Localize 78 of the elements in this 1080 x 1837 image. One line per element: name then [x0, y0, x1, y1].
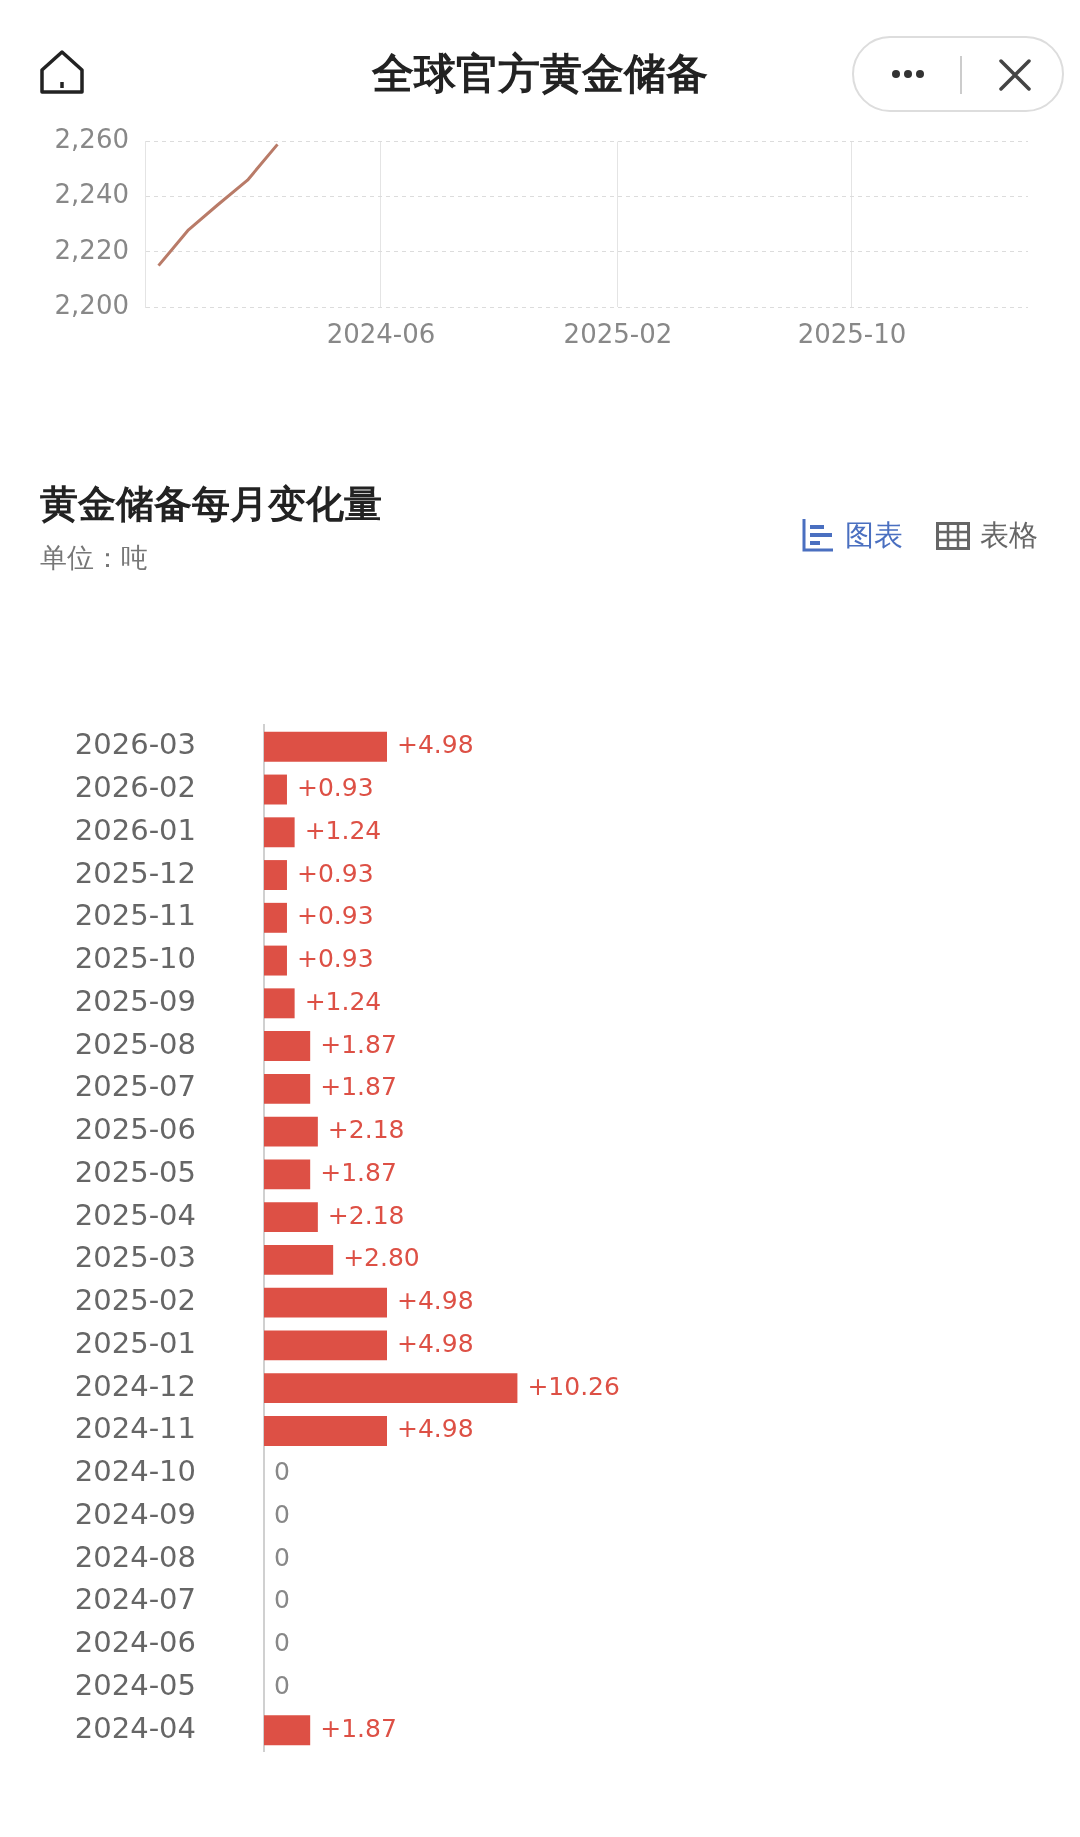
y-tick-label: 2024-05 [74, 1667, 196, 1702]
y-tick-label: 2024-11 [74, 1411, 196, 1446]
y-tick-label: 2025-09 [74, 983, 196, 1018]
x-tick-label: 2025-02 [563, 319, 673, 350]
y-tick-label: 2025-02 [74, 1283, 196, 1318]
y-tick-label: 2024-12 [74, 1368, 196, 1403]
data-label: +1.87 [320, 1713, 397, 1743]
data-label: +4.98 [397, 1328, 474, 1358]
x-tick-label: 2024-06 [326, 319, 436, 350]
data-label: +4.98 [397, 730, 474, 760]
data-label: +4.98 [397, 1414, 474, 1444]
x-tick-label: 2025-10 [797, 319, 907, 350]
y-tick-label: 2025-04 [74, 1197, 196, 1232]
data-label: 0 [274, 1499, 290, 1529]
bar [264, 860, 287, 891]
bar [264, 1031, 311, 1062]
y-tick-label: 2025-10 [74, 941, 196, 976]
data-label: +0.93 [296, 901, 374, 931]
data-label: +2.18 [327, 1200, 405, 1230]
bar [264, 945, 287, 976]
bar [264, 1330, 387, 1361]
bar [264, 1715, 311, 1746]
bar [264, 1373, 518, 1404]
bar [264, 817, 295, 848]
y-tick-label: 2024-04 [74, 1710, 196, 1745]
chart-title: 黄金储备每月变化量 [40, 481, 382, 528]
data-label: +0.93 [296, 858, 374, 888]
y-tick-label: 2024-09 [74, 1496, 196, 1531]
bar [264, 731, 387, 762]
data-label: 0 [274, 1542, 290, 1572]
data-label: +1.24 [304, 986, 382, 1016]
bar [264, 1415, 387, 1446]
bar [264, 988, 295, 1019]
data-label: +0.93 [296, 773, 374, 803]
chart-title: 全球官方黄金储备 [371, 48, 709, 100]
y-tick-label: 2026-03 [74, 727, 196, 762]
bar [264, 1244, 334, 1275]
y-tick-label: 2025-06 [74, 1112, 196, 1147]
bar [264, 1073, 311, 1104]
data-label: 0 [274, 1670, 290, 1700]
data-label: +1.87 [320, 1029, 397, 1059]
y-tick-label: 2025-08 [74, 1026, 196, 1061]
chart-subtitle: 单位：吨 [40, 541, 148, 575]
y-tick-label: 2025-07 [74, 1069, 196, 1104]
data-label: +10.26 [527, 1371, 620, 1401]
y-tick-label: 2024-06 [74, 1625, 196, 1660]
data-label: +2.18 [327, 1115, 405, 1145]
data-label: 0 [274, 1585, 290, 1615]
bar [264, 1116, 318, 1147]
y-tick-label: 2,260 [54, 124, 129, 155]
text: 图表 [845, 517, 903, 554]
data-label: +1.24 [304, 815, 382, 845]
y-tick-label: 2025-03 [74, 1240, 196, 1275]
bar [264, 1202, 318, 1233]
y-tick-label: 2025-11 [74, 898, 196, 933]
data-label: +4.98 [397, 1286, 474, 1316]
bar [264, 1287, 387, 1318]
data-label: 0 [274, 1628, 290, 1658]
y-tick-label: 2026-02 [74, 770, 196, 805]
y-tick-label: 2,220 [54, 234, 129, 265]
y-tick-label: 2024-10 [74, 1454, 196, 1489]
data-label: +2.80 [343, 1243, 420, 1273]
y-tick-label: 2025-01 [74, 1325, 196, 1360]
text: 表格 [980, 517, 1038, 554]
data-label: 0 [274, 1457, 290, 1487]
bar [264, 1159, 311, 1190]
y-tick-label: 2024-07 [74, 1582, 196, 1617]
y-tick-label: 2025-05 [74, 1154, 196, 1189]
y-tick-label: 2,200 [54, 289, 129, 320]
bar [264, 902, 287, 933]
y-tick-label: 2024-08 [74, 1539, 196, 1574]
y-tick-label: 2026-01 [74, 812, 196, 847]
y-tick-label: 2025-12 [74, 855, 196, 890]
data-label: +0.93 [296, 944, 374, 974]
data-label: +1.87 [320, 1157, 397, 1187]
y-tick-label: 2,240 [54, 179, 129, 210]
bar [264, 774, 287, 805]
data-label: +1.87 [320, 1072, 397, 1102]
